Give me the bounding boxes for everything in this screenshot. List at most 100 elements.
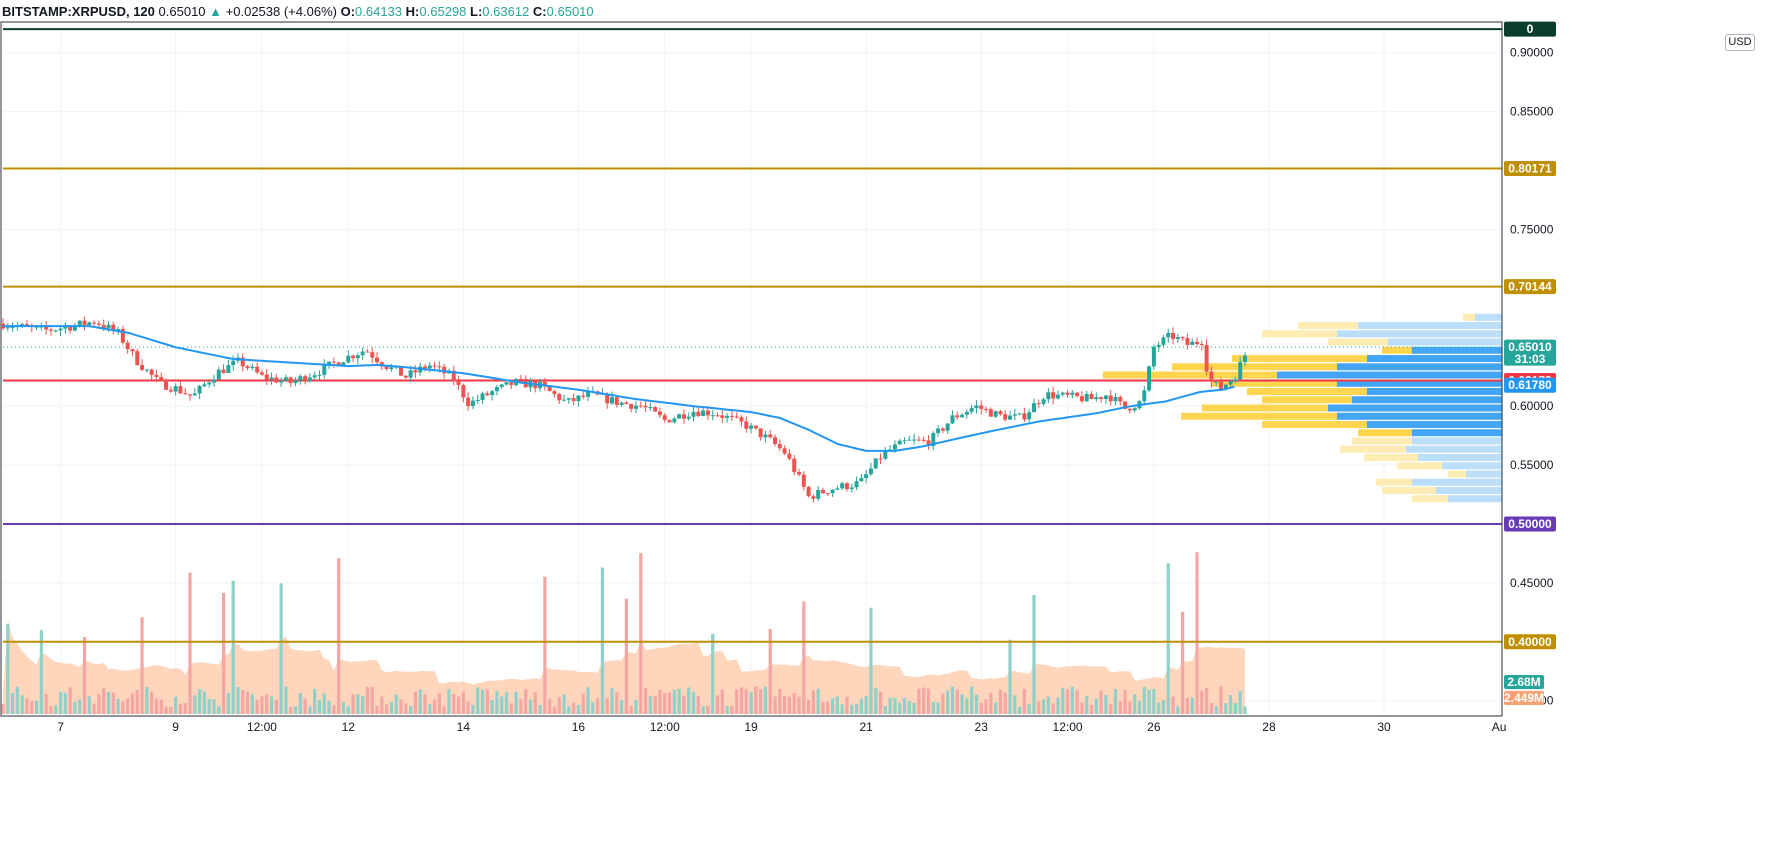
volume-bar (1133, 694, 1137, 714)
volume-bar (878, 691, 883, 714)
volume-bar (1181, 611, 1185, 714)
volume-bar (720, 689, 724, 714)
volume-bar (1041, 699, 1046, 714)
candle-body (787, 453, 792, 459)
candle-body (231, 360, 236, 366)
candle-body (1012, 414, 1017, 416)
vp-down-bar (1352, 437, 1412, 445)
candle-body (820, 489, 825, 494)
price-tag-bg (1504, 339, 1556, 366)
candle-body (470, 400, 475, 407)
volume-bar (936, 702, 940, 714)
volume-bar (63, 692, 67, 714)
time-tick-label: 30 (1377, 720, 1391, 734)
candle-body (614, 397, 619, 405)
candle-body (1079, 396, 1084, 402)
volume-bar (97, 693, 101, 714)
volume-bar (548, 698, 552, 714)
volume-bar (418, 689, 422, 714)
candle-body (806, 486, 811, 497)
volume-bar (898, 702, 902, 714)
candle-body (638, 405, 643, 407)
candle-body (87, 322, 92, 325)
open-value: 0.64133 (355, 4, 403, 19)
volume-bar (78, 699, 82, 714)
candle-body (672, 418, 677, 423)
candle-body (336, 362, 341, 366)
volume-bar (1238, 691, 1242, 714)
volume-bar (106, 691, 111, 714)
volume-bar (634, 699, 638, 714)
volume-bar (174, 696, 178, 714)
volume-bar (159, 699, 163, 714)
vp-up-bar (1466, 470, 1502, 478)
candle-body (768, 434, 773, 438)
candle-body (437, 366, 442, 368)
volume-bar (202, 691, 207, 714)
volume-bar (562, 694, 566, 714)
horizontal-levels[interactable] (3, 28, 1502, 643)
candle-body (10, 326, 15, 328)
volume-bar (869, 607, 873, 714)
candle-body (883, 450, 888, 459)
candle-body (811, 496, 816, 499)
volume-bar (389, 701, 394, 714)
candle-body (384, 366, 389, 370)
volume-bar (759, 689, 763, 714)
volume-bar (351, 694, 355, 714)
candle-body (964, 411, 969, 415)
volume-bar (763, 686, 768, 714)
open-label: O: (340, 4, 356, 19)
candle-body (1132, 408, 1137, 411)
candle-body (1204, 344, 1209, 372)
volume-bar (135, 690, 139, 714)
candle-body (1099, 397, 1104, 399)
vp-down-bar (1340, 445, 1406, 453)
volume-bar (605, 698, 609, 714)
candle-body (451, 370, 456, 382)
candle-body (264, 374, 269, 380)
volume-bar (140, 617, 144, 714)
candle-body (657, 411, 662, 416)
price-tag-label: 0.61780 (1508, 378, 1552, 392)
volume-bar (1099, 690, 1103, 714)
volume-bar (58, 691, 63, 714)
candle-body (667, 419, 672, 423)
symbol-title[interactable]: BITSTAMP:XRPUSD, 120 (2, 4, 155, 19)
volume-bar (212, 699, 216, 714)
candle-body (432, 365, 437, 367)
volume-bar (653, 695, 657, 714)
up-arrow-icon: ▲ (209, 4, 223, 19)
volume-bar (1233, 702, 1237, 714)
vp-up-bar (1406, 445, 1502, 453)
volume-bar (1089, 705, 1094, 714)
volume-bar (946, 690, 950, 714)
candle-body (399, 366, 404, 376)
candle-body (648, 407, 653, 409)
candle-body (701, 410, 706, 416)
close-value: 0.65010 (546, 4, 594, 19)
volume-bar (667, 692, 672, 714)
candle-body (1209, 371, 1214, 382)
volume-bar (735, 689, 739, 714)
vp-down-bar (1448, 470, 1466, 478)
volume-bar (92, 703, 96, 714)
candle-body (773, 437, 778, 445)
candle-body (749, 425, 754, 429)
candle-body (408, 370, 413, 378)
candle-body (211, 379, 216, 383)
candle-body (120, 328, 125, 343)
vp-up-bar (1337, 412, 1502, 420)
volume-bar (207, 698, 211, 714)
candle-body (298, 376, 303, 381)
candle-body (1084, 394, 1089, 402)
time-tick-label: 23 (975, 720, 989, 734)
candle-body (207, 382, 212, 385)
candle-body (921, 439, 926, 441)
candle-body (1075, 392, 1080, 397)
candle-body (720, 415, 725, 418)
volume-bar (485, 689, 489, 714)
currency-button[interactable]: USD (1725, 34, 1755, 51)
volume-bar (341, 701, 346, 714)
